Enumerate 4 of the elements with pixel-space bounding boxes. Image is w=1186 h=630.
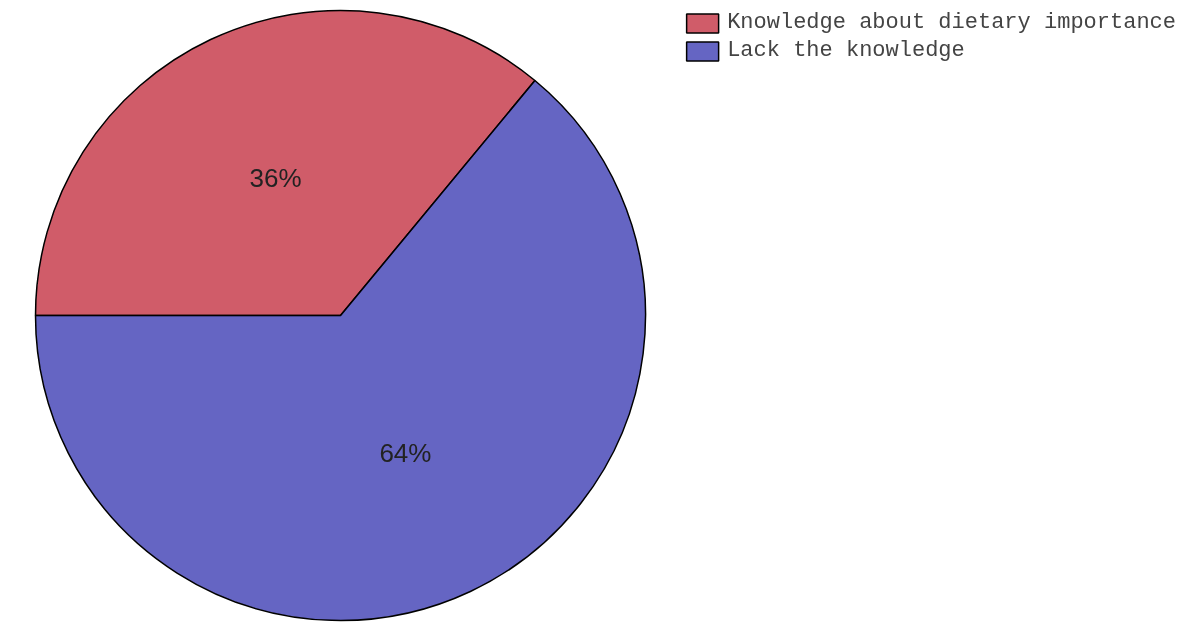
data-label: 64%	[379, 438, 432, 469]
legend-label: Lack the knowledge	[727, 38, 965, 63]
legend-label: Knowledge about dietary importance	[727, 10, 1176, 35]
data-label: 36%	[249, 162, 302, 193]
